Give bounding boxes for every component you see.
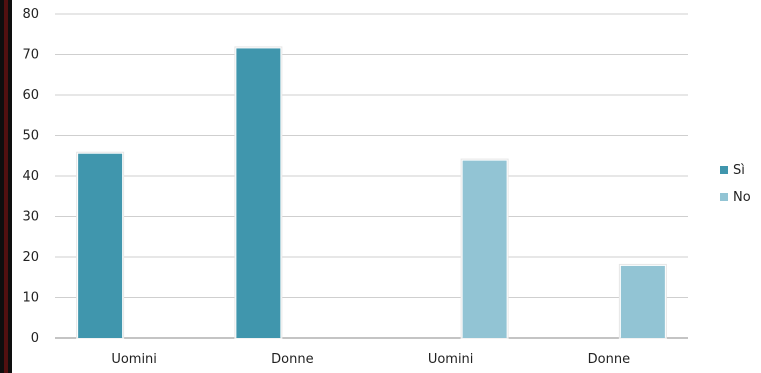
- legend-swatch: [720, 193, 728, 201]
- x-tick-label: Uomini: [428, 352, 474, 367]
- y-tick-label: 70: [22, 48, 39, 63]
- bar-si: [78, 153, 123, 338]
- y-tick-label: 30: [22, 210, 39, 225]
- y-tick-label: 60: [22, 88, 39, 103]
- left-edge-accent: [4, 0, 8, 373]
- legend-swatch: [720, 166, 728, 174]
- y-tick-label: 0: [31, 331, 39, 346]
- y-tick-label: 10: [22, 291, 39, 306]
- bar-si: [236, 48, 281, 339]
- bar-no: [620, 265, 665, 338]
- legend-label: Sì: [733, 163, 745, 178]
- x-tick-label: Donne: [271, 352, 313, 367]
- y-tick-label: 20: [22, 250, 39, 265]
- x-tick-label: Uomini: [111, 352, 157, 367]
- x-tick-label: Donne: [588, 352, 630, 367]
- y-tick-label: 80: [22, 7, 39, 22]
- bar-no: [462, 160, 507, 338]
- legend-label: No: [733, 190, 751, 205]
- y-tick-label: 40: [22, 169, 39, 184]
- y-tick-label: 50: [22, 129, 39, 144]
